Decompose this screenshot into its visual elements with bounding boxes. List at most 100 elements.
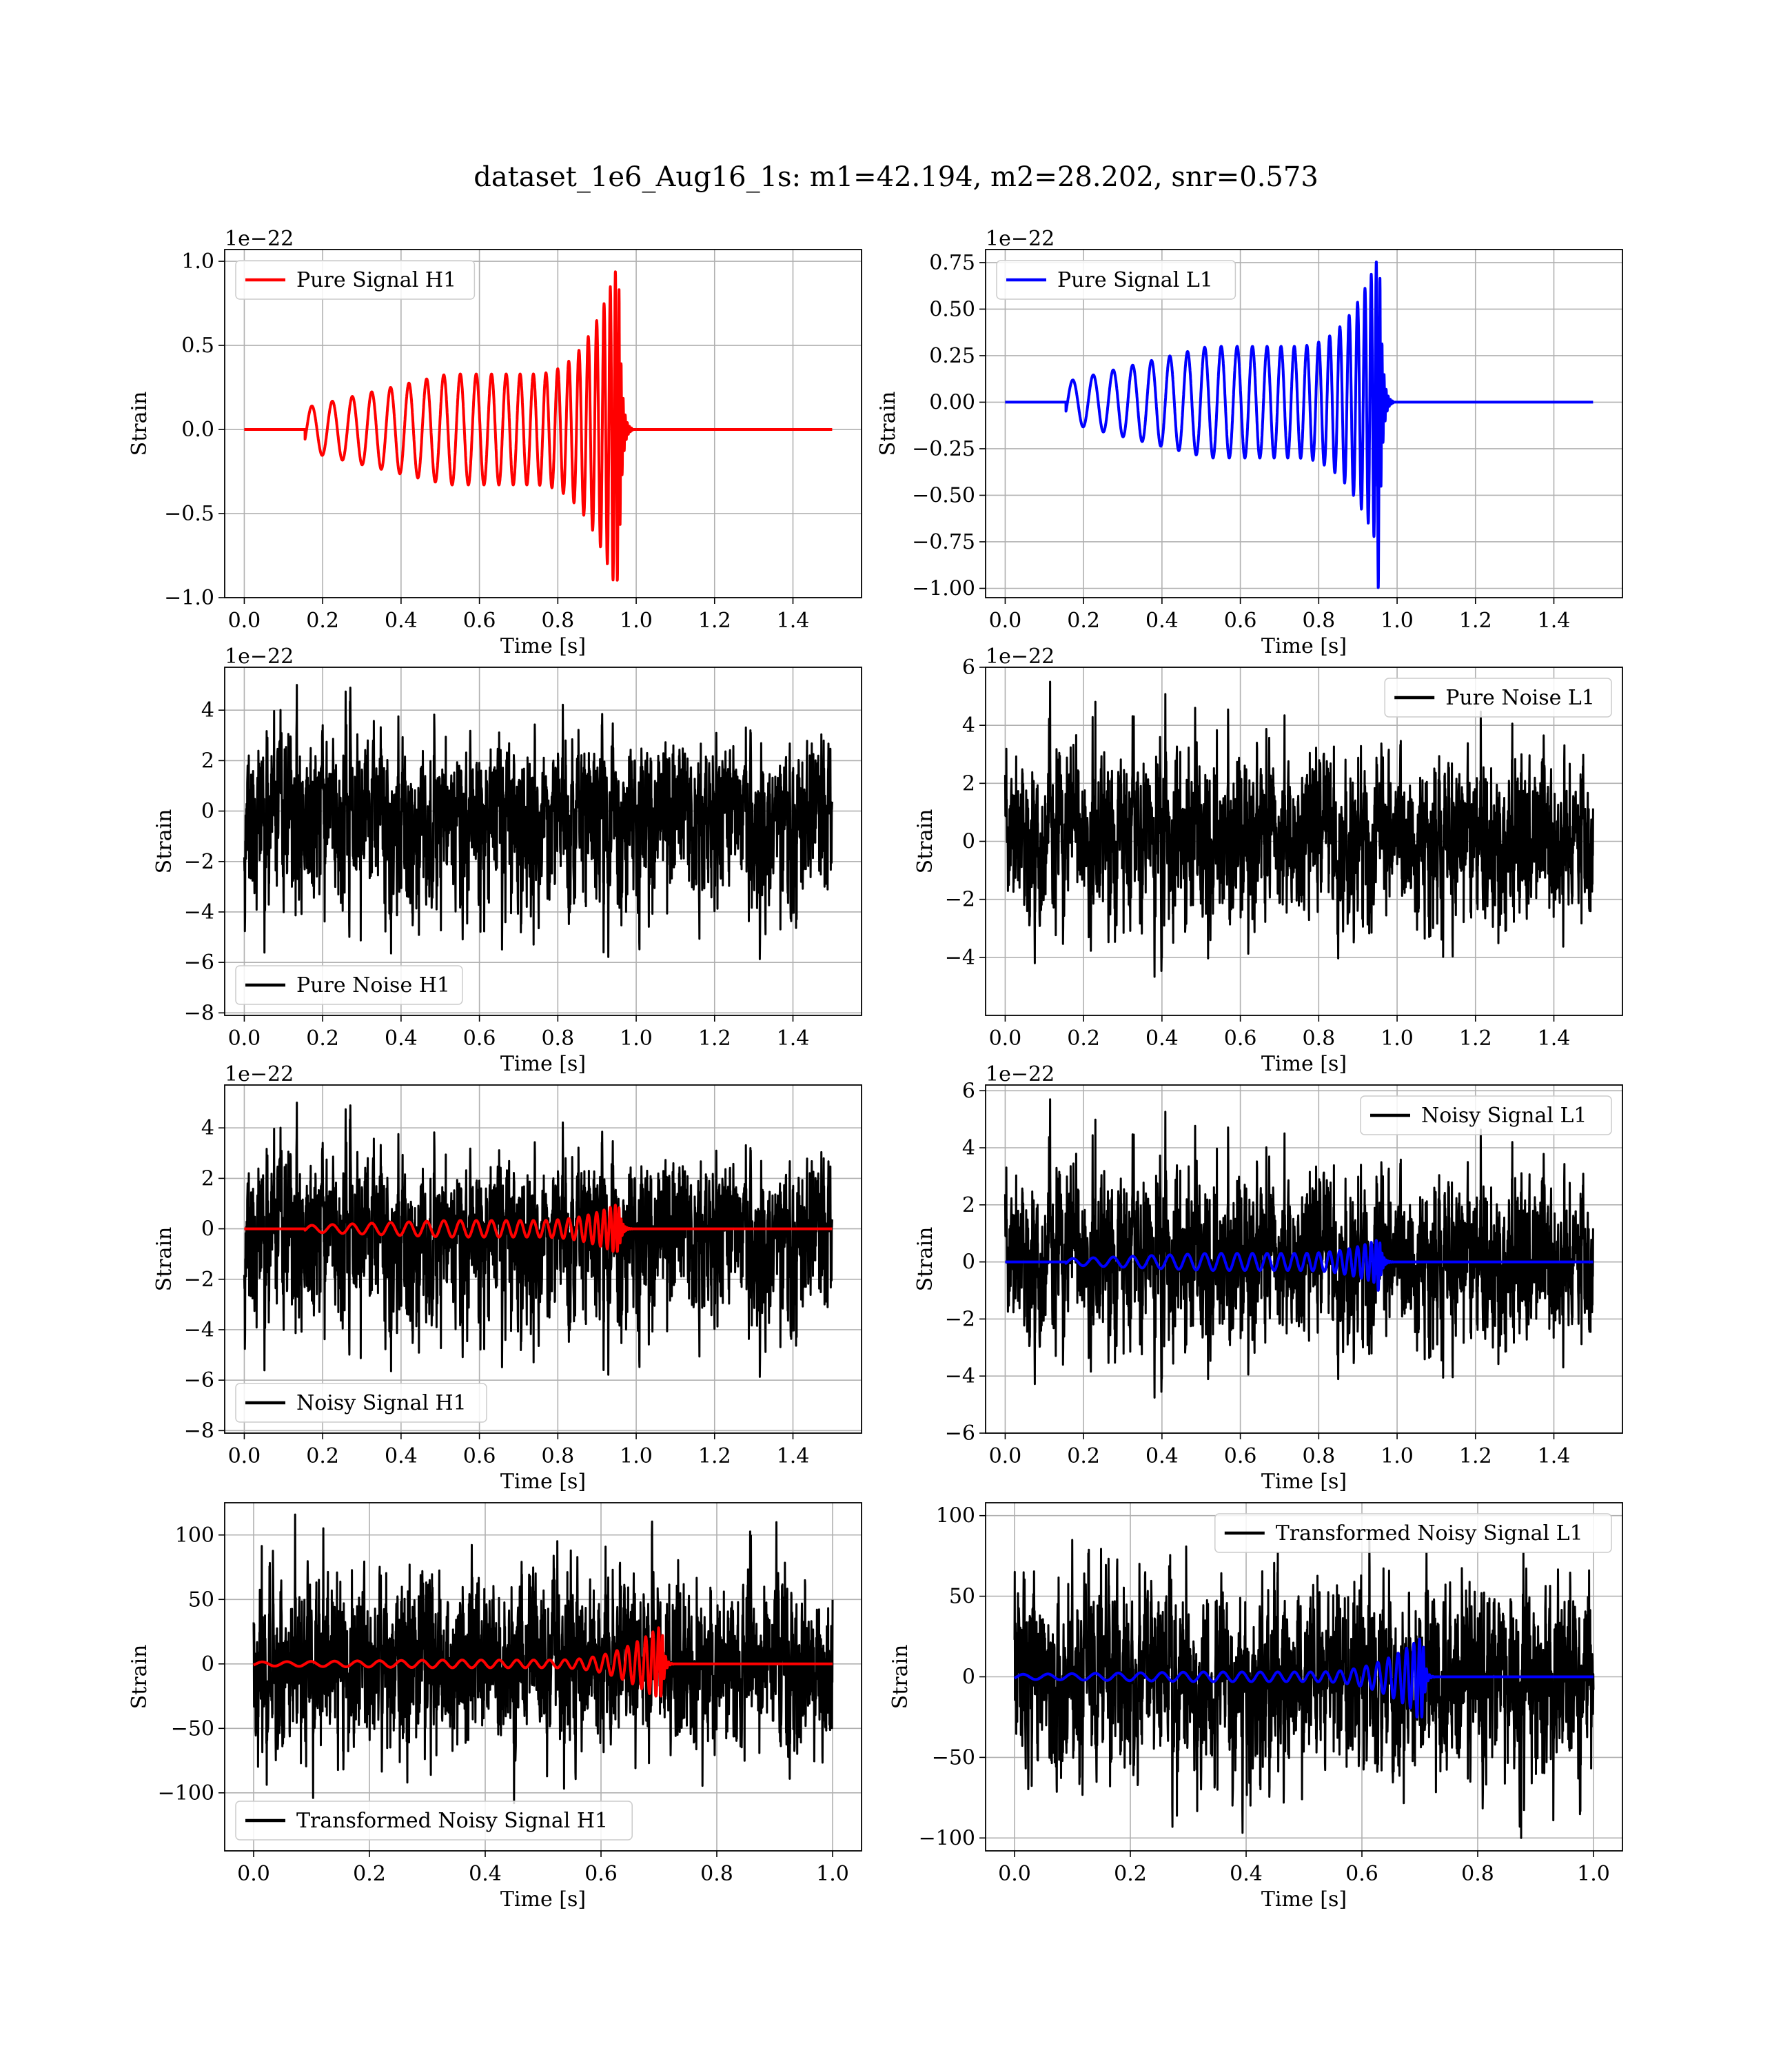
x-tick-label: 1.2 (698, 1026, 731, 1051)
y-tick-label: 0 (201, 1217, 214, 1241)
x-tick-label: 0.8 (1302, 609, 1335, 633)
x-tick-label: 0.8 (541, 1026, 574, 1051)
series-group (243, 270, 834, 582)
x-tick-label: 0.2 (353, 1862, 386, 1886)
legend-box (1384, 678, 1612, 718)
legend: Pure Noise L1 (1384, 678, 1612, 718)
y-axis-label: Strain (152, 809, 176, 874)
y-tick-label: −100 (919, 1826, 975, 1850)
x-tick-label: 1.0 (1381, 1026, 1414, 1051)
y-tick-label: 0.50 (929, 297, 975, 321)
x-axis-label: Time [s] (1261, 1887, 1347, 1912)
subplot-2: 0.0 0.2 0.4 0.6 0.8 1.0 1.2 1.4 0.75 0.50 0.25 0.00… (876, 227, 1623, 658)
x-tick-label: 0.2 (1067, 609, 1100, 633)
x-tick-label: 1.2 (698, 1444, 731, 1468)
legend: Noisy Signal H1 (235, 1383, 487, 1423)
x-tick-label: 0.8 (1302, 1444, 1335, 1468)
x-axis-label: Time [s] (500, 634, 586, 658)
y-tick-label: 0 (962, 1665, 975, 1690)
y-tick-label: 0.75 (929, 251, 975, 275)
y-tick-label: −2 (945, 888, 975, 912)
subplot-1: 0.0 0.2 0.4 0.6 0.8 1.0 1.2 1.4 1.0 0.5 0.0 −0.5 −1.… (128, 227, 862, 658)
y-axis-label: Strain (888, 1645, 913, 1710)
series-line-signal-overlay (252, 1626, 834, 1698)
subplot-7: 0.0 0.2 0.4 0.6 0.8 1.0 100 50 0 −50 −100 Time [s] S… (128, 1502, 862, 1912)
series-line-noisy-signal-h1 (243, 1102, 833, 1378)
y-axis-label: Strain (128, 1645, 152, 1710)
x-tick-label: 1.4 (777, 1026, 810, 1051)
y-tick-label: −6 (184, 1368, 214, 1392)
legend: Transformed Noisy Signal H1 (235, 1801, 633, 1841)
y-tick-label: −4 (945, 1364, 975, 1388)
legend-label: Transformed Noisy Signal L1 (1276, 1521, 1583, 1545)
x-tick-label: 1.4 (1538, 609, 1571, 633)
y-tick-label: 4 (201, 1116, 214, 1140)
y-tick-label: 50 (188, 1588, 214, 1612)
y-tick-label: 4 (962, 713, 975, 738)
y-tick-label: 2 (962, 771, 975, 795)
x-tick-label: 0.6 (1345, 1862, 1378, 1886)
x-tick-label: 1.2 (698, 609, 731, 633)
x-axis-label: Time [s] (1261, 1052, 1347, 1076)
series-line-signal-overlay (243, 1204, 834, 1253)
y-tick-label: −2 (184, 850, 214, 874)
axis-offset-label: 1e−22 (225, 1062, 294, 1086)
series-line-signal-overlay (1013, 1637, 1595, 1719)
x-axis-label: Time [s] (500, 1887, 586, 1912)
x-tick-label: 0.8 (1302, 1026, 1335, 1051)
y-tick-label: −4 (184, 1318, 214, 1342)
y-tick-label: 0 (962, 830, 975, 854)
x-tick-label: 0.0 (228, 1026, 261, 1051)
x-tick-label: 0.6 (463, 609, 496, 633)
y-axis-label: Strain (128, 392, 152, 456)
series-group (1004, 680, 1594, 978)
legend-box (1214, 1513, 1612, 1553)
y-tick-label: 0 (962, 1250, 975, 1275)
y-tick-label: 1.0 (181, 250, 214, 274)
series-group (252, 1513, 834, 1805)
series-group (1004, 1098, 1595, 1399)
subplot-5: 0.0 0.2 0.4 0.6 0.8 1.0 1.2 1.4 4 2 0 −2 −4 −6 −8 Time … (152, 1062, 862, 1494)
y-tick-label: −50 (932, 1745, 975, 1770)
plot-frame (224, 1084, 862, 1434)
x-axis-label: Time [s] (500, 1470, 586, 1494)
y-tick-label: −0.25 (912, 437, 975, 461)
y-tick-label: −100 (158, 1781, 214, 1805)
x-tick-label: 0.2 (1114, 1862, 1147, 1886)
x-tick-label: 1.0 (1381, 609, 1414, 633)
x-tick-label: 1.0 (620, 1444, 653, 1468)
legend: Pure Signal L1 (996, 260, 1236, 300)
y-tick-label: −2 (945, 1307, 975, 1331)
x-tick-label: 1.0 (620, 1026, 653, 1051)
subplot-3: 0.0 0.2 0.4 0.6 0.8 1.0 1.2 1.4 4 2 0 −2 −4 −6 −8 Time … (152, 645, 862, 1076)
y-tick-label: 0.25 (929, 344, 975, 368)
y-tick-label: −1.0 (164, 586, 214, 610)
legend: Pure Signal H1 (235, 260, 476, 300)
x-tick-label: 0.0 (989, 609, 1022, 633)
x-tick-label: 1.4 (1538, 1026, 1571, 1051)
series-line-signal-overlay (1004, 1239, 1595, 1292)
x-tick-label: 0.4 (1146, 1026, 1179, 1051)
legend: Pure Noise H1 (235, 965, 463, 1005)
y-tick-label: 6 (962, 1079, 975, 1103)
subplot-8: 0.0 0.2 0.4 0.6 0.8 1.0 100 50 0 −50 −100 Time [s] S… (888, 1502, 1623, 1912)
x-tick-label: 1.2 (1459, 609, 1492, 633)
plot-frame (985, 249, 1623, 598)
x-tick-label: 1.2 (1459, 1026, 1492, 1051)
y-tick-label: −4 (184, 900, 214, 924)
x-tick-label: 0.2 (306, 609, 339, 633)
y-tick-label: −0.5 (164, 502, 214, 526)
y-tick-label: −50 (171, 1716, 214, 1741)
legend-label: Transformed Noisy Signal H1 (296, 1809, 608, 1833)
y-axis-label: Strain (913, 809, 937, 874)
axis-offset-label: 1e−22 (225, 227, 294, 251)
y-tick-label: −1.00 (912, 576, 975, 600)
x-tick-label: 0.8 (1461, 1862, 1494, 1886)
legend: Transformed Noisy Signal L1 (1214, 1513, 1612, 1553)
x-tick-label: 1.4 (1538, 1444, 1571, 1468)
x-tick-label: 0.4 (1146, 609, 1179, 633)
y-tick-label: 4 (962, 1136, 975, 1160)
y-tick-label: −0.50 (912, 483, 975, 507)
plot-frame (224, 1502, 862, 1852)
series-group (243, 684, 833, 960)
